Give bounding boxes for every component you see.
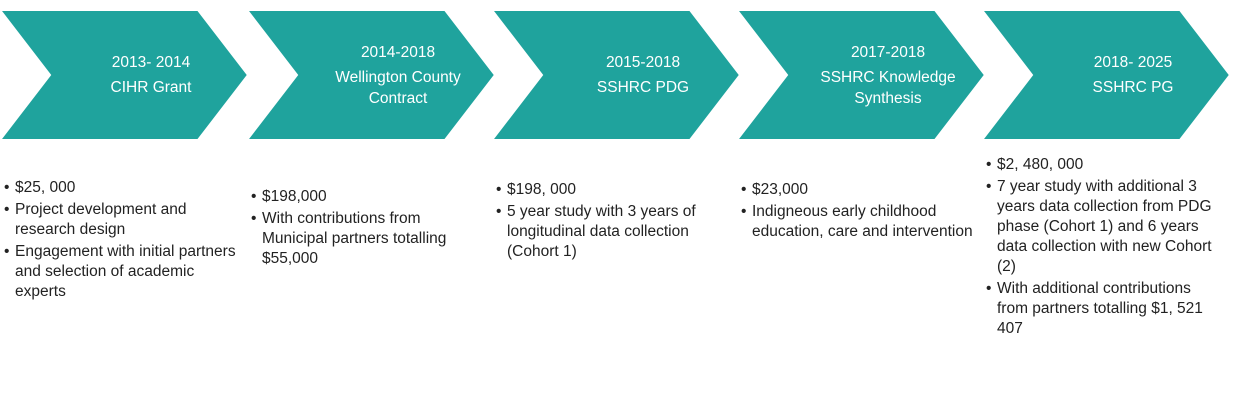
stage-period: 2014-2018: [360, 43, 436, 61]
bullet: With additional contributions from partn…: [986, 279, 1222, 339]
stage-label: 2018- 2025 SSHRC PG: [1058, 10, 1208, 140]
stage-name: Wellington County Contract: [335, 68, 461, 107]
bullet-list: $198, 0005 year study with 3 years of lo…: [496, 180, 732, 264]
bullet: 7 year study with additional 3 years dat…: [986, 177, 1222, 277]
stage-name: SSHRC PDG: [596, 79, 690, 96]
bullet: $23,000: [741, 180, 977, 200]
bullet-list: $25, 000Project development and research…: [4, 178, 240, 304]
chevron: [0, 9, 250, 141]
chevrons: [0, 9, 1232, 141]
bullet: $198,000: [251, 187, 487, 207]
chevron: [979, 9, 1232, 141]
stage-label: 2013- 2014 CIHR Grant: [76, 10, 226, 140]
stage-name: SSHRC PG: [1092, 79, 1174, 96]
bullet: Engagement with initial partners and sel…: [4, 242, 240, 302]
bullet-list: $23,000Indigneous early childhood educat…: [741, 180, 977, 244]
bullet: $2, 480, 000: [986, 155, 1222, 175]
bullet: Project development and research design: [4, 200, 240, 240]
bullet: $25, 000: [4, 178, 240, 198]
chevron: [244, 9, 497, 141]
chevron: [489, 9, 742, 141]
stage-period: 2013- 2014: [111, 54, 191, 71]
bullet: Indigneous early childhood education, ca…: [741, 202, 977, 242]
bullet: $198, 000: [496, 180, 732, 200]
stage-period: 2017-2018: [850, 43, 926, 61]
bullet-list: $198,000With contributions from Municipa…: [251, 187, 487, 271]
bullet-list: $2, 480, 0007 year study with additional…: [986, 155, 1222, 341]
stage-label: 2017-2018 SSHRC Knowledge Synthesis: [813, 10, 963, 140]
stage-label: 2015-2018 SSHRC PDG: [568, 10, 718, 140]
stage-name: SSHRC Knowledge Synthesis: [820, 68, 956, 107]
bullet: 5 year study with 3 years of longitudina…: [496, 202, 732, 262]
chevron: [734, 9, 987, 141]
stage-period: 2015-2018: [605, 54, 681, 71]
bullet: With contributions from Municipal partne…: [251, 209, 487, 269]
stage-period: 2018- 2025: [1093, 54, 1173, 71]
stage-name: CIHR Grant: [110, 79, 192, 96]
stage-label: 2014-2018 Wellington County Contract: [323, 10, 473, 140]
